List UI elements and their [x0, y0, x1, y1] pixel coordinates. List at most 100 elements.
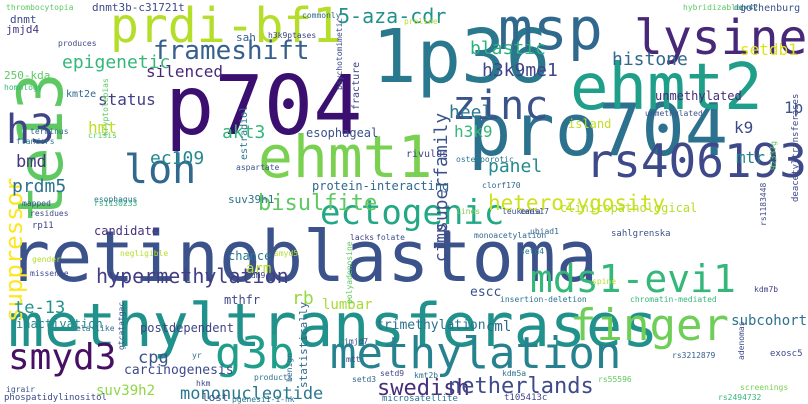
word: h3k9me1: [482, 60, 558, 81]
word: flanders: [16, 137, 55, 146]
word: suv39h1: [228, 193, 275, 206]
word: 250-kda: [4, 69, 51, 82]
word: methyltransferases: [8, 291, 659, 361]
word: homology: [4, 83, 43, 92]
word: insertion-deletion: [500, 295, 587, 304]
word: phospatidylinositol: [4, 393, 107, 403]
word: kryptolebias: [101, 78, 110, 136]
word: mtt: [346, 355, 361, 364]
word: rs55596: [598, 375, 632, 384]
word: superfamily: [431, 112, 452, 232]
word: gothenburg: [740, 3, 801, 14]
word: rs406193: [585, 134, 807, 188]
word: yr: [192, 351, 202, 360]
word: statistically: [297, 301, 310, 388]
word: residues: [30, 209, 69, 218]
word: chromatin-mediated: [630, 295, 717, 304]
word: prdm5: [12, 176, 67, 197]
word: hybridizable: [683, 3, 741, 12]
word: unmethylated: [645, 109, 703, 118]
word: bmd: [16, 152, 47, 172]
word: rs1130233: [94, 199, 138, 208]
word: retinoblastoma: [8, 216, 599, 298]
word: exosc5: [770, 349, 803, 359]
word: msp: [498, 0, 603, 63]
word: epigenetic: [62, 52, 171, 73]
word: setd9: [380, 369, 405, 378]
word: silenced: [146, 62, 224, 81]
word: dnmt3b-c31721t: [92, 1, 185, 14]
word: hypermethylation: [96, 264, 289, 288]
word: inactivation: [16, 317, 103, 331]
word: lumbar: [322, 297, 373, 313]
word: setdb1: [740, 40, 798, 59]
word: folate: [376, 233, 405, 242]
word: 1p: [784, 98, 804, 117]
word: ela-like: [76, 324, 115, 333]
word: deacetyltransferases: [791, 93, 801, 202]
word: rb: [292, 288, 314, 309]
word: sah: [236, 31, 256, 44]
word: lacks: [350, 233, 375, 242]
word: gender: [32, 255, 61, 264]
word: 5-aza-cdr: [338, 4, 447, 28]
word: loh: [124, 147, 197, 193]
word: psychotomimetic: [335, 17, 344, 90]
word: finger: [570, 300, 729, 351]
word: estradiol: [239, 105, 250, 160]
word: rp11: [32, 221, 54, 231]
word: kmt2e: [66, 89, 97, 100]
word: products: [254, 373, 293, 382]
word: missense: [30, 269, 69, 278]
word: spine: [592, 277, 617, 286]
word: hmt: [88, 118, 117, 137]
word: thrombocytopia: [6, 3, 74, 12]
word: fracture: [351, 61, 362, 110]
word: gtcatatgac: [117, 301, 126, 350]
word: heel: [449, 102, 493, 123]
word: mtr: [736, 148, 765, 167]
word: swedish: [377, 376, 470, 401]
word: candidate: [94, 224, 160, 238]
word: prdi-bf1: [110, 0, 342, 54]
word: chance: [228, 249, 272, 263]
word: heterozygosity: [488, 191, 666, 215]
word: benign: [285, 353, 294, 382]
word: ddx42: [734, 3, 759, 12]
word: status: [98, 90, 156, 109]
word: caes17: [520, 207, 549, 216]
word: jmjd4: [6, 23, 40, 36]
word: sahlgrenska: [611, 229, 671, 239]
word: subcohort: [731, 313, 807, 329]
word: clinicopathological: [560, 201, 698, 215]
word: methylation: [330, 328, 622, 379]
word: microsatellite: [382, 394, 458, 404]
word: ehmt2: [570, 51, 763, 125]
word: kdm5a: [502, 369, 527, 378]
word: terminus: [30, 127, 69, 136]
word: carcinogenesis: [124, 363, 234, 378]
word: rivulus: [406, 149, 449, 160]
word: frameshift: [153, 36, 310, 66]
word: arm: [246, 261, 272, 277]
word: mapped: [22, 199, 51, 208]
word: k9: [734, 118, 754, 137]
word: adenomas: [737, 321, 746, 360]
word: smyd3: [8, 337, 117, 378]
word: kdm9: [246, 271, 266, 280]
word: unmethylated: [655, 89, 742, 103]
word: te-13: [14, 298, 66, 318]
word: ubiad1: [530, 227, 559, 236]
word: postdependent: [140, 321, 234, 335]
word: h3k9: [454, 122, 493, 141]
word: h3: [6, 107, 55, 153]
word: setd3: [352, 375, 377, 384]
word: island: [568, 117, 612, 131]
word: negligible: [120, 249, 169, 258]
word: lines: [456, 207, 481, 216]
word: aspartate: [236, 163, 280, 172]
word: netherlands: [448, 374, 594, 399]
word: produces: [58, 39, 97, 48]
word: ectogenic: [320, 193, 505, 233]
